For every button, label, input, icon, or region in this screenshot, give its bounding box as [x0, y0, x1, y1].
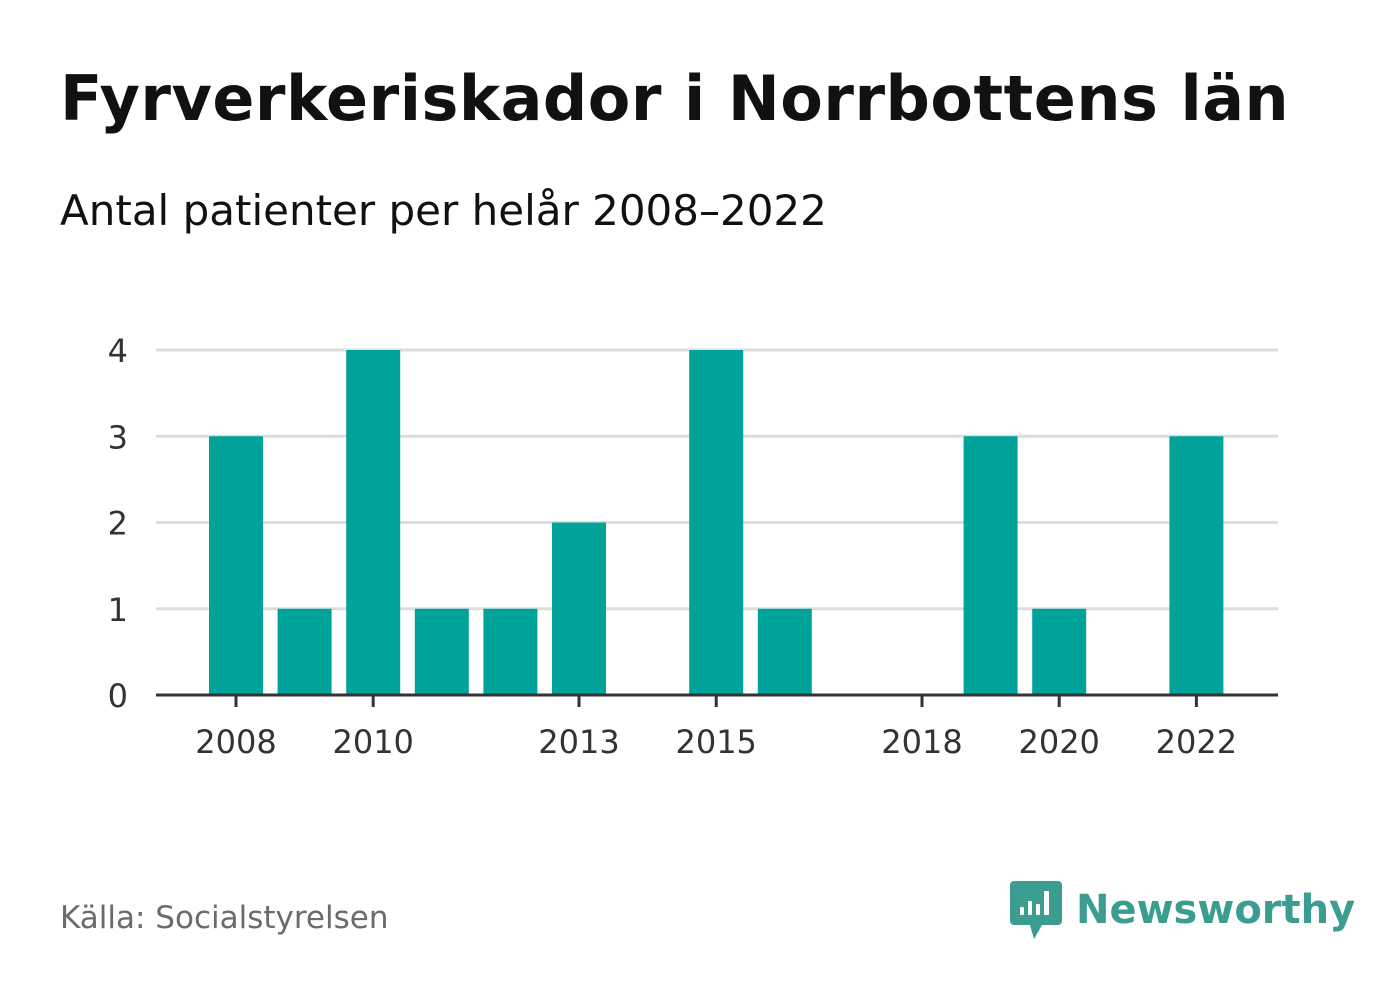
bar	[209, 436, 263, 695]
x-tick-label: 2013	[538, 723, 619, 761]
bar	[1032, 608, 1087, 695]
newsworthy-logo-icon	[1010, 881, 1062, 939]
x-tick-label: 2015	[675, 723, 756, 761]
y-tick-label: 1	[108, 591, 128, 629]
bar	[689, 350, 744, 695]
y-tick-label: 4	[108, 332, 128, 370]
chart-title: Fyrverkeriskador i Norrbottens län	[60, 62, 1290, 135]
bar	[277, 608, 332, 695]
brand-logo: Newsworthy	[1010, 878, 1355, 942]
x-tick-label: 2010	[332, 723, 413, 761]
brand-name: Newsworthy	[1076, 887, 1356, 933]
y-tick-label: 3	[108, 418, 128, 456]
source-note: Källa: Socialstyrelsen	[60, 900, 389, 936]
x-tick-label: 2008	[195, 723, 276, 761]
chart-subtitle: Antal patienter per helår 2008–2022	[60, 186, 827, 235]
bar	[346, 350, 401, 695]
bar	[757, 608, 812, 695]
x-tick-label: 2022	[1156, 723, 1237, 761]
x-tick-label: 2020	[1018, 723, 1099, 761]
x-tick-label: 2018	[881, 723, 962, 761]
y-tick-label: 0	[108, 677, 128, 715]
bar	[414, 608, 469, 695]
y-tick-label: 2	[108, 505, 128, 543]
bar	[1169, 436, 1224, 695]
bar	[483, 608, 538, 695]
bar	[552, 522, 606, 695]
bar	[963, 436, 1018, 695]
